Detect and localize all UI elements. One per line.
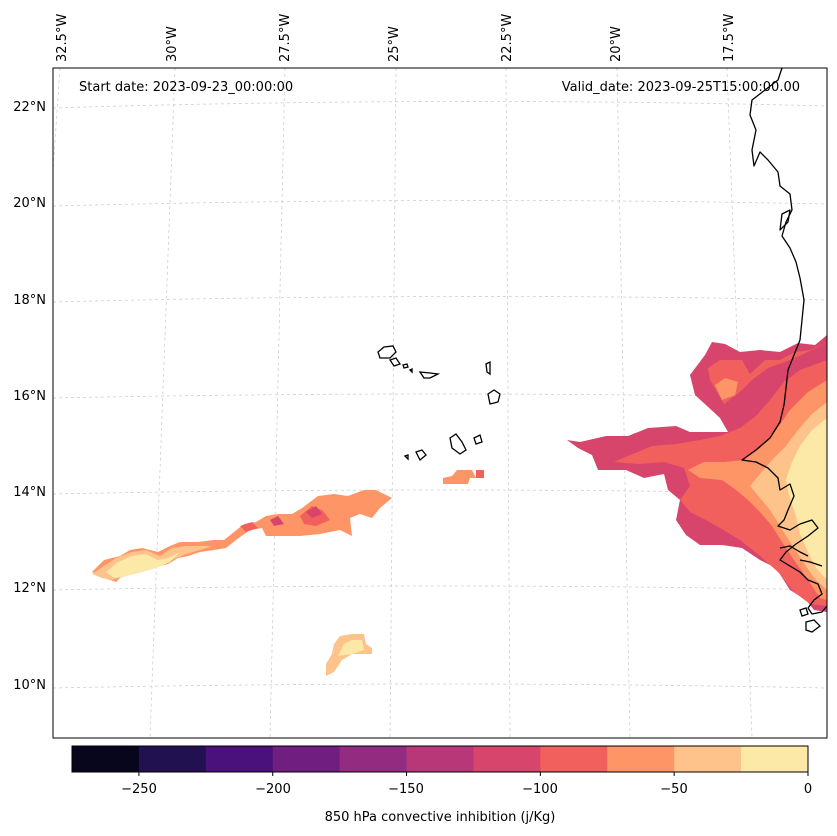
brava-island	[403, 454, 409, 461]
coastline	[741, 67, 828, 633]
lat-label: 16°N	[13, 389, 46, 404]
santo-antao-island	[377, 345, 397, 359]
cin-contour-east-yellow	[786, 418, 827, 580]
cin-contour-west-streak-yellow	[106, 552, 180, 578]
lat-label: 10°N	[13, 678, 46, 693]
colorbar-tick-label: −250	[121, 782, 157, 797]
colorbar-tick-label: −150	[388, 782, 424, 797]
sao-vicente-island	[388, 357, 402, 367]
colorbar-cell	[406, 746, 474, 772]
colorbar	[72, 746, 809, 772]
colorbar-cell	[540, 746, 608, 772]
colorbar-cell	[205, 746, 274, 772]
lat-label: 20°N	[13, 196, 46, 211]
start-date-label: Start date: 2023-09-23_00:00:00	[79, 80, 293, 95]
colorbar-tick-label: −200	[255, 782, 291, 797]
lon-label: 32.5°W	[55, 14, 70, 62]
graticule	[52, 67, 828, 739]
colorbar-cell	[339, 746, 408, 772]
colorbar-cell	[272, 746, 341, 772]
cin-contours	[92, 335, 827, 676]
sao-nicolau-island	[408, 367, 413, 374]
colorbar-cell	[607, 746, 675, 772]
boa-vista-island	[487, 389, 501, 405]
sal-island	[485, 360, 491, 376]
coast-inlet-1	[779, 209, 791, 231]
colorbar-ticks	[138, 772, 809, 776]
maio-island	[473, 434, 483, 445]
latitude-labels: 22°N 20°N 18°N 16°N 14°N 12°N 10°N	[13, 100, 46, 693]
colorbar-title: 850 hPa convective inhibition (j/Kg)	[325, 810, 556, 825]
fogo-island	[415, 449, 427, 462]
colorbar-cell	[72, 746, 140, 772]
valid-date-label: Valid_date: 2023-09-25T15:00:00.00	[562, 80, 800, 95]
colorbar-tick-label: −100	[522, 782, 558, 797]
lon-label: 27.5°W	[278, 14, 293, 62]
lon-label: 17.5°W	[722, 14, 737, 62]
cape-verde-islands	[377, 345, 501, 462]
coast-inlet-3	[799, 559, 823, 567]
lon-label: 25°W	[387, 26, 402, 62]
colorbar-tick-label: −50	[660, 782, 687, 797]
cin-contour-cv-patch	[443, 470, 482, 484]
colorbar-tick-label: 0	[804, 782, 812, 797]
lon-label: 30°W	[165, 26, 180, 62]
bissagos-islands-2	[799, 607, 809, 617]
santa-luzia-island	[402, 363, 409, 369]
lat-label: 12°N	[13, 581, 46, 596]
bissagos-islands	[805, 619, 821, 633]
cin-contour-cv-patch-edge	[476, 470, 484, 478]
santiago-island	[449, 433, 467, 455]
lon-label: 22.5°W	[500, 14, 515, 62]
cin-contour-west-streak-dark2	[270, 506, 322, 526]
lon-label: 20°W	[609, 26, 624, 62]
map-frame-background	[53, 68, 827, 738]
lat-label: 14°N	[13, 485, 46, 500]
colorbar-cell	[741, 746, 809, 772]
colorbar-cell	[674, 746, 742, 772]
sao-nicolau-island-2	[418, 371, 441, 379]
lat-label: 18°N	[13, 293, 46, 308]
africa-coastline	[741, 67, 828, 615]
coast-inlet-2	[779, 545, 809, 557]
colorbar-frame	[71, 745, 809, 773]
colorbar-cell	[473, 746, 541, 772]
colorbar-cell	[138, 746, 207, 772]
lat-label: 22°N	[13, 100, 46, 115]
cin-contour-south-patch-yellow	[338, 640, 364, 656]
longitude-labels: 32.5°W 30°W 27.5°W 25°W 22.5°W 20°W 17.5…	[55, 14, 737, 62]
map-frame	[52, 67, 828, 739]
